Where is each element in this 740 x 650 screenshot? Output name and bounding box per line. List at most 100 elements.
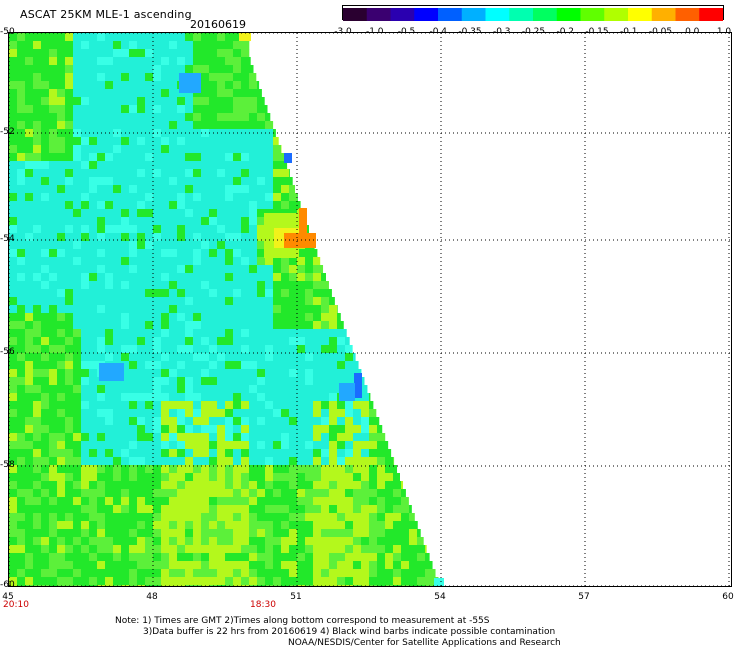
data-cell xyxy=(49,329,58,338)
data-cell xyxy=(169,121,178,130)
data-cell xyxy=(273,281,282,290)
data-cell xyxy=(265,545,274,554)
data-cell xyxy=(33,353,42,362)
data-cell xyxy=(25,281,34,290)
data-cell xyxy=(297,361,306,370)
data-cell xyxy=(329,409,338,418)
data-cell xyxy=(249,273,258,282)
data-cell xyxy=(321,297,330,306)
data-cell xyxy=(249,113,258,122)
data-cell xyxy=(153,57,162,66)
data-cell xyxy=(113,569,122,578)
data-cell xyxy=(73,57,82,66)
data-cell xyxy=(81,497,90,506)
data-cell xyxy=(257,169,266,178)
data-cell xyxy=(233,161,242,170)
longitude-label: 60 xyxy=(722,592,734,602)
data-cell xyxy=(89,353,98,362)
data-cell xyxy=(201,49,210,58)
data-cell xyxy=(345,513,354,522)
data-cell xyxy=(185,233,194,242)
data-cell xyxy=(305,273,314,282)
data-cell xyxy=(41,537,50,546)
data-cell xyxy=(321,281,329,290)
data-cell xyxy=(321,457,330,466)
data-cell xyxy=(209,409,218,418)
data-cell xyxy=(313,249,318,258)
data-cell xyxy=(57,513,66,522)
data-cell xyxy=(9,177,18,186)
data-cell xyxy=(273,465,282,474)
data-cell xyxy=(57,249,66,258)
data-cell xyxy=(145,121,154,130)
data-cell xyxy=(217,417,226,426)
data-cell xyxy=(169,337,178,346)
data-cell xyxy=(377,441,386,450)
data-cell xyxy=(129,225,138,234)
data-cell xyxy=(57,137,66,146)
data-cell xyxy=(185,505,194,514)
data-cell xyxy=(33,361,42,370)
data-cell xyxy=(97,497,106,506)
data-cell xyxy=(329,505,338,514)
data-cell xyxy=(121,529,130,538)
data-cell xyxy=(257,297,266,306)
data-cell xyxy=(161,465,170,474)
data-cell xyxy=(97,441,106,450)
data-cell xyxy=(177,177,186,186)
data-cell xyxy=(377,449,386,458)
data-cell xyxy=(225,457,234,466)
data-cell xyxy=(145,441,154,450)
data-cell xyxy=(25,105,34,114)
data-cell xyxy=(89,233,98,242)
data-cell xyxy=(129,473,138,482)
data-cell xyxy=(217,57,226,66)
data-cell xyxy=(97,233,106,242)
data-cell xyxy=(201,249,210,258)
data-cell xyxy=(337,577,346,586)
data-cell xyxy=(209,513,218,522)
data-cell xyxy=(257,441,266,450)
data-cell xyxy=(73,169,82,178)
data-cell xyxy=(25,97,34,106)
data-cell xyxy=(41,441,50,450)
data-cell xyxy=(345,433,354,442)
data-cell xyxy=(113,505,122,514)
data-cell xyxy=(241,449,250,458)
data-cell xyxy=(97,529,106,538)
data-cell xyxy=(145,361,154,370)
data-cell xyxy=(337,569,346,578)
colorbar-swatch xyxy=(533,8,558,21)
data-cell xyxy=(73,185,82,194)
data-cell xyxy=(25,177,34,186)
data-cell xyxy=(113,281,122,290)
data-cell xyxy=(33,169,42,178)
data-cell xyxy=(209,105,218,114)
data-cell xyxy=(49,137,58,146)
data-cell xyxy=(33,537,42,546)
data-cell xyxy=(185,369,194,378)
data-cell xyxy=(209,209,218,218)
data-cell xyxy=(193,441,202,450)
data-cell xyxy=(25,561,34,570)
data-cell xyxy=(65,137,74,146)
data-cell xyxy=(353,465,362,474)
data-cell xyxy=(217,201,226,210)
data-cell xyxy=(209,257,218,266)
data-cell xyxy=(113,89,122,98)
data-cell xyxy=(65,481,74,490)
data-cell xyxy=(361,377,365,386)
data-cell xyxy=(233,305,242,314)
data-cell xyxy=(201,321,210,330)
data-cell xyxy=(337,529,346,538)
data-cell xyxy=(289,433,298,442)
data-cell xyxy=(137,73,146,82)
data-cell xyxy=(377,489,386,498)
data-cell xyxy=(313,521,322,530)
data-cell xyxy=(185,113,194,122)
data-cell xyxy=(17,185,26,194)
data-cell xyxy=(145,465,154,474)
data-cell xyxy=(249,153,258,162)
data-cell xyxy=(129,113,138,122)
data-cell xyxy=(305,425,314,434)
